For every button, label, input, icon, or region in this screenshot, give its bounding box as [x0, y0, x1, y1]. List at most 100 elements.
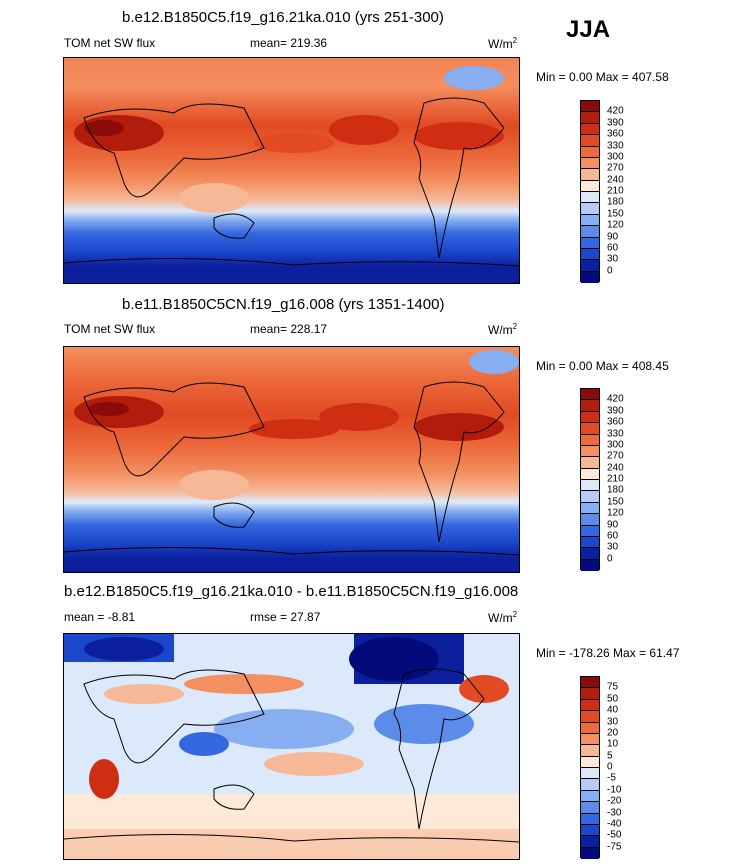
- panel3-colorbar: [580, 676, 600, 859]
- panel1-minmax: Min = 0.00 Max = 407.58: [536, 70, 669, 84]
- colorbar-label: 330: [607, 140, 624, 151]
- colorbar-box: [581, 180, 599, 192]
- colorbar-label: 50: [607, 693, 619, 705]
- colorbar-box: [581, 214, 599, 227]
- colorbar-box: [581, 157, 599, 170]
- panel2-minmax: Min = 0.00 Max = 408.45: [536, 359, 669, 373]
- panel3-map: [63, 633, 520, 860]
- colorbar-box: [581, 468, 599, 480]
- panel2-units: W/m2: [488, 322, 518, 337]
- colorbar-box: [581, 112, 599, 124]
- colorbar-box: [581, 677, 599, 689]
- colorbar-label: 5: [607, 750, 613, 762]
- colorbar-box: [581, 192, 599, 204]
- panel2-mean-label: mean= 228.17: [250, 322, 328, 336]
- colorbar-box: [581, 260, 599, 272]
- colorbar-label: 360: [607, 128, 624, 140]
- colorbar-box: [581, 711, 599, 723]
- colorbar-box: [581, 745, 599, 757]
- colorbar-label: 0: [607, 265, 613, 277]
- colorbar-box: [581, 146, 599, 158]
- panel3-rmse-label: rmse = 27.87: [250, 610, 321, 624]
- colorbar-box: [581, 123, 599, 136]
- colorbar-label: -30: [607, 807, 622, 818]
- colorbar-label: 120: [607, 219, 624, 231]
- panel3-units: W/m2: [488, 610, 518, 625]
- colorbar-label: 0: [607, 761, 613, 773]
- colorbar-label: 60: [607, 242, 619, 254]
- colorbar-box: [581, 101, 599, 113]
- colorbar-label: 150: [607, 496, 624, 508]
- colorbar-box: [581, 790, 599, 803]
- colorbar-label: 240: [607, 462, 624, 474]
- panel1-map: [63, 57, 520, 284]
- colorbar-label: 240: [607, 174, 624, 186]
- colorbar-box: [581, 237, 599, 249]
- colorbar-label: 0: [607, 553, 613, 565]
- colorbar-label: 270: [607, 450, 624, 462]
- panel3-mean-label: mean = -8.81: [64, 610, 136, 624]
- colorbar-label: 210: [607, 473, 624, 485]
- colorbar-label: 90: [607, 519, 619, 530]
- colorbar-label: 300: [607, 439, 624, 451]
- panel2-map: [63, 346, 520, 573]
- colorbar-label: 330: [607, 428, 624, 439]
- colorbar-box: [581, 514, 599, 526]
- colorbar-box: [581, 400, 599, 412]
- colorbar-box: [581, 502, 599, 515]
- colorbar-label: 390: [607, 405, 624, 417]
- colorbar-label: 150: [607, 208, 624, 220]
- panel2-colorbar: [580, 388, 600, 571]
- colorbar-label: 10: [607, 738, 619, 750]
- colorbar-box: [581, 434, 599, 446]
- colorbar-box: [581, 699, 599, 712]
- colorbar-label: -20: [607, 795, 622, 807]
- colorbar-box: [581, 722, 599, 734]
- colorbar-label: 210: [607, 185, 624, 197]
- colorbar-label: 30: [607, 253, 619, 265]
- panel1-mean-label: mean= 219.36: [250, 36, 328, 50]
- colorbar-label: 360: [607, 416, 624, 428]
- panel3-title: b.e12.B1850C5.f19_g16.21ka.010 - b.e11.B…: [64, 583, 519, 600]
- colorbar-label: 75: [607, 681, 619, 693]
- colorbar-box: [581, 824, 599, 837]
- colorbar-box: [581, 548, 599, 560]
- colorbar-label: 40: [607, 704, 619, 716]
- season-label: JJA: [566, 16, 611, 43]
- panel2-title: b.e11.B1850C5CN.f19_g16.008 (yrs 1351-14…: [122, 296, 445, 313]
- colorbar-box: [581, 491, 599, 503]
- colorbar-box: [581, 457, 599, 469]
- colorbar-label: 300: [607, 151, 624, 163]
- colorbar-label: 420: [607, 393, 624, 405]
- panel1-colorbar: [580, 100, 600, 283]
- colorbar-label: 60: [607, 530, 619, 542]
- colorbar-box: [581, 169, 599, 181]
- colorbar-label: 30: [607, 716, 619, 727]
- colorbar-box: [581, 445, 599, 458]
- colorbar-box: [581, 536, 599, 549]
- colorbar-box: [581, 559, 599, 571]
- colorbar-label: -50: [607, 829, 622, 841]
- colorbar-box: [581, 756, 599, 768]
- colorbar-box: [581, 779, 599, 791]
- colorbar-box: [581, 226, 599, 238]
- panel1-units: W/m2: [488, 36, 518, 51]
- colorbar-box: [581, 135, 599, 147]
- colorbar-label: -5: [607, 772, 616, 784]
- colorbar-label: 420: [607, 105, 624, 117]
- colorbar-box: [581, 203, 599, 215]
- colorbar-box: [581, 389, 599, 401]
- colorbar-label: 120: [607, 507, 624, 519]
- colorbar-box: [581, 480, 599, 492]
- colorbar-box: [581, 847, 599, 859]
- colorbar-box: [581, 248, 599, 261]
- colorbar-box: [581, 768, 599, 780]
- colorbar-label: 30: [607, 541, 619, 553]
- colorbar-box: [581, 733, 599, 746]
- colorbar-label: 390: [607, 117, 624, 129]
- colorbar-box: [581, 525, 599, 537]
- colorbar-box: [581, 411, 599, 424]
- panel1-title: b.e12.B1850C5.f19_g16.21ka.010 (yrs 251-…: [122, 9, 444, 26]
- colorbar-label: 270: [607, 162, 624, 174]
- colorbar-label: 20: [607, 727, 619, 739]
